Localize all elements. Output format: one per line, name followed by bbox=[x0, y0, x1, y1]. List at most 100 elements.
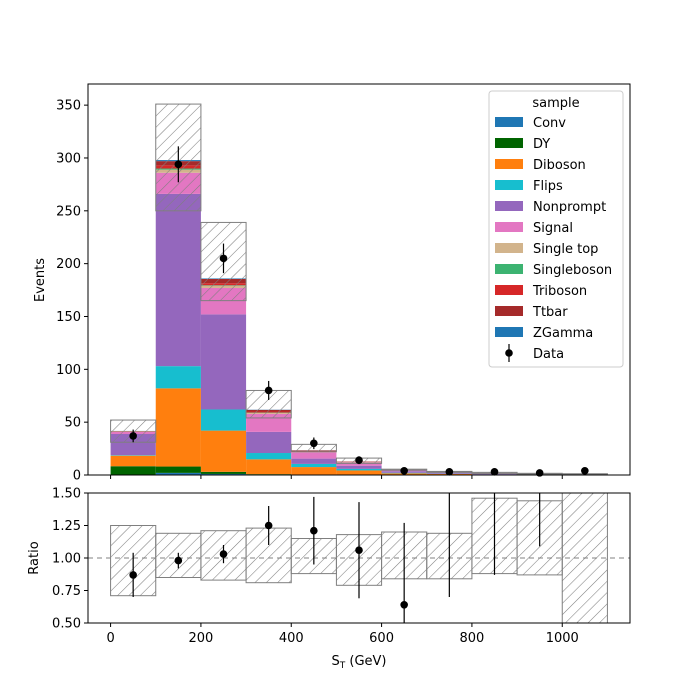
bar-signal-bin-4 bbox=[291, 452, 337, 459]
bar-nonprompt-bin-1 bbox=[155, 193, 201, 367]
legend-swatch-single-top bbox=[495, 243, 523, 253]
legend-swatch-signal bbox=[495, 222, 523, 232]
main-plot: 0 50 100 150 200 250 300 350 Events bbox=[33, 83, 631, 484]
uncertainty-bin-1 bbox=[155, 103, 202, 212]
legend: sample Conv DY Diboson Flips Nonprompt Signal… bbox=[488, 90, 624, 368]
main-y-tick-label-1: 50 bbox=[64, 416, 81, 431]
legend-data-marker bbox=[505, 349, 513, 357]
legend-label-data: Data bbox=[533, 347, 564, 362]
data-point-4 bbox=[310, 439, 318, 448]
ratio-x-axis-label: ST (GeV) bbox=[331, 654, 386, 671]
ratio-y-tick-label-0: 0.50 bbox=[52, 617, 81, 632]
legend-label-singleboson: Singleboson bbox=[533, 263, 612, 278]
legend-label-signal: Signal bbox=[533, 221, 573, 236]
legend-label-conv: Conv bbox=[533, 116, 566, 131]
ratio-band-bin-3 bbox=[245, 527, 292, 584]
data-point-3 bbox=[264, 386, 273, 395]
bar-flips-bin-3 bbox=[246, 453, 292, 460]
legend-swatch-singleboson bbox=[495, 264, 523, 274]
legend-swatch-nonprompt bbox=[495, 201, 523, 211]
legend-label-nonprompt: Nonprompt bbox=[533, 200, 606, 215]
bar-nonprompt-bin-3 bbox=[246, 431, 292, 454]
ratio-x-tick-label-1: 200 bbox=[189, 631, 214, 646]
bar-conv-bin-1 bbox=[155, 472, 201, 475]
data-point-10 bbox=[581, 466, 589, 475]
ratio-point-6 bbox=[400, 601, 408, 609]
bar-dy-bin-3 bbox=[246, 474, 292, 475]
bar-diboson-bin-5 bbox=[336, 470, 382, 475]
ratio-point-2 bbox=[219, 550, 228, 558]
ratio-point-5 bbox=[355, 546, 363, 554]
bar-diboson-bin-4 bbox=[291, 467, 337, 475]
ratio-y-ticks: 0.50 0.75 1.00 1.25 1.50 bbox=[52, 487, 88, 632]
data-point-2 bbox=[219, 254, 228, 263]
legend-title: sample bbox=[532, 96, 579, 111]
ratio-x-tick-label-5: 1000 bbox=[546, 631, 579, 646]
ratio-point-0 bbox=[129, 571, 137, 579]
bar-flips-bin-4 bbox=[291, 463, 337, 468]
bar-diboson-bin-2 bbox=[200, 430, 247, 472]
ratio-point-3 bbox=[264, 521, 273, 530]
data-point-1 bbox=[174, 160, 183, 169]
bar-flips-bin-2 bbox=[200, 409, 247, 431]
legend-swatch-diboson bbox=[495, 159, 523, 169]
legend-label-single-top: Single top bbox=[533, 242, 598, 257]
main-x-ticks bbox=[110, 475, 563, 479]
main-y-tick-label-7: 350 bbox=[56, 99, 81, 114]
ratio-y-tick-label-3: 1.25 bbox=[52, 519, 81, 534]
ratio-plot: 0.50 0.75 1.00 1.25 1.50 0 200 400 600 800 1000 R… bbox=[27, 487, 631, 671]
bar-nonprompt-bin-4 bbox=[291, 458, 337, 464]
uncertainty-bin-2 bbox=[200, 221, 247, 302]
main-y-tick-label-6: 300 bbox=[56, 151, 81, 166]
legend-items: Conv DY Diboson Flips Nonprompt Signal Single … bbox=[495, 116, 612, 362]
ratio-point-1 bbox=[174, 556, 183, 565]
ratio-x-tick-label-3: 600 bbox=[369, 631, 394, 646]
data-point-0 bbox=[129, 432, 137, 440]
legend-label-zgamma: ZGamma bbox=[533, 326, 593, 341]
data-point-6 bbox=[400, 466, 408, 475]
legend-swatch-ttbar bbox=[495, 306, 523, 316]
ratio-x-ticks: 0 200 400 600 800 1000 bbox=[106, 623, 579, 646]
ratio-y-tick-label-1: 0.75 bbox=[52, 584, 81, 599]
ratio-y-tick-label-4: 1.50 bbox=[52, 487, 81, 502]
bar-conv-bin-2 bbox=[200, 473, 247, 475]
bar-dy-bin-0 bbox=[110, 466, 156, 475]
data-point-9 bbox=[535, 469, 544, 477]
data-point-7 bbox=[445, 468, 454, 476]
legend-swatch-conv bbox=[495, 117, 523, 127]
ratio-y-axis-label: Ratio bbox=[27, 541, 42, 574]
legend-swatch-triboson bbox=[495, 285, 523, 295]
main-y-tick-label-5: 250 bbox=[56, 204, 81, 219]
bar-diboson-bin-3 bbox=[246, 459, 292, 475]
ratio-x-tick-label-0: 0 bbox=[106, 631, 114, 646]
legend-label-dy: DY bbox=[533, 137, 550, 152]
data-point-8 bbox=[490, 468, 499, 476]
legend-swatch-flips bbox=[495, 180, 523, 190]
ratio-points bbox=[129, 493, 541, 623]
main-y-tick-label-3: 150 bbox=[56, 310, 81, 325]
legend-label-triboson: Triboson bbox=[532, 284, 587, 299]
bar-flips-bin-1 bbox=[155, 366, 201, 389]
main-y-tick-label-4: 200 bbox=[56, 257, 81, 272]
main-y-tick-label-2: 100 bbox=[56, 363, 81, 378]
data-point-5 bbox=[355, 456, 363, 465]
bar-dy-bin-2 bbox=[200, 471, 247, 474]
main-y-axis-label: Events bbox=[33, 258, 48, 302]
main-axes-frame bbox=[87, 83, 631, 476]
bar-flips-bin-5 bbox=[336, 468, 382, 471]
data-points bbox=[129, 146, 589, 477]
bar-nonprompt-bin-2 bbox=[200, 314, 247, 410]
bar-diboson-bin-0 bbox=[110, 455, 156, 467]
ratio-x-tick-label-4: 800 bbox=[460, 631, 485, 646]
main-y-ticks: 0 50 100 150 200 250 300 350 bbox=[56, 99, 88, 484]
legend-label-ttbar: Ttbar bbox=[532, 305, 568, 320]
legend-swatch-dy bbox=[495, 138, 523, 148]
legend-swatch-zgamma bbox=[495, 327, 523, 337]
ratio-point-4 bbox=[310, 526, 318, 535]
bar-nonprompt-bin-5 bbox=[336, 465, 382, 469]
legend-label-flips: Flips bbox=[533, 179, 563, 194]
bar-diboson-bin-1 bbox=[155, 388, 201, 467]
bar-dy-bin-1 bbox=[155, 466, 201, 473]
legend-label-diboson: Diboson bbox=[533, 158, 586, 173]
